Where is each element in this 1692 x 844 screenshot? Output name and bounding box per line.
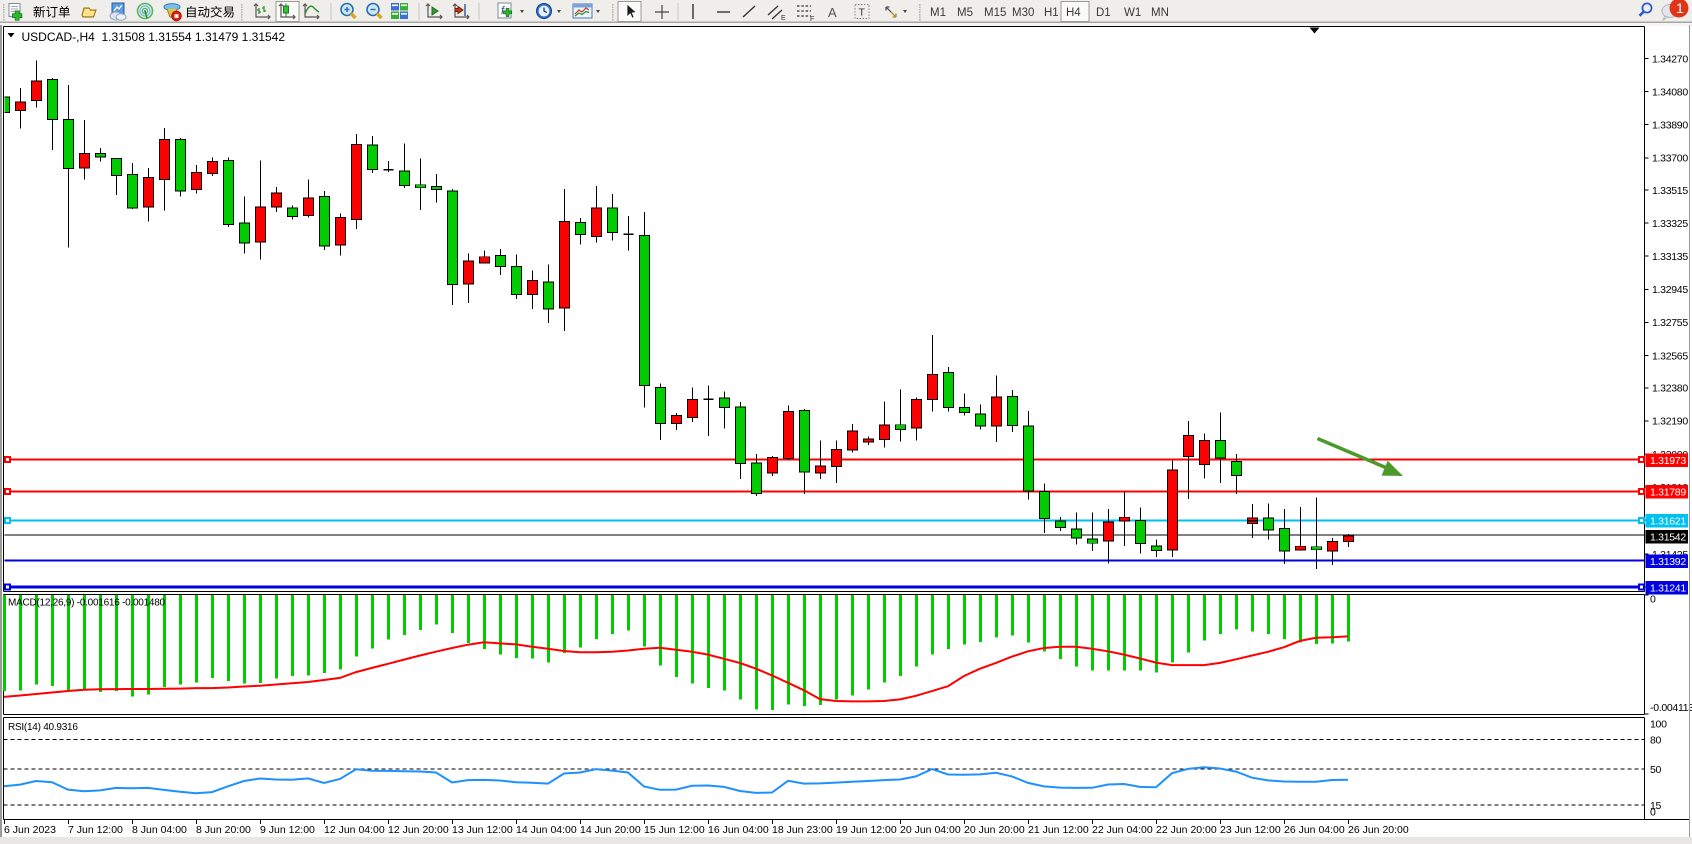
svg-text:26 Jun 20:00: 26 Jun 20:00 <box>1348 824 1409 836</box>
svg-text:18 Jun 23:00: 18 Jun 23:00 <box>772 824 833 836</box>
svg-text:1.33890: 1.33890 <box>1652 120 1688 132</box>
svg-text:D1: D1 <box>1096 7 1111 19</box>
svg-text:H4: H4 <box>1066 7 1081 19</box>
svg-text:15 Jun 12:00: 15 Jun 12:00 <box>644 824 705 836</box>
svg-text:M15: M15 <box>984 7 1006 19</box>
svg-text:1.31392: 1.31392 <box>1650 556 1686 568</box>
svg-text:13 Jun 12:00: 13 Jun 12:00 <box>452 824 513 836</box>
svg-text:1.32565: 1.32565 <box>1652 350 1688 362</box>
svg-text:7 Jun 12:00: 7 Jun 12:00 <box>68 824 123 836</box>
svg-text:1.34270: 1.34270 <box>1652 53 1688 65</box>
svg-text:12 Jun 04:00: 12 Jun 04:00 <box>324 824 385 836</box>
svg-text:1.32755: 1.32755 <box>1652 317 1688 329</box>
svg-text:16 Jun 04:00: 16 Jun 04:00 <box>708 824 769 836</box>
svg-text:80: 80 <box>1650 734 1662 746</box>
svg-text:W1: W1 <box>1124 7 1141 19</box>
svg-text:21 Jun 12:00: 21 Jun 12:00 <box>1028 824 1089 836</box>
svg-text:USDCAD-,H4 1.31508 1.31554 1.: USDCAD-,H4 1.31508 1.31554 1.31479 1.315… <box>22 30 286 44</box>
svg-text:0: 0 <box>1650 594 1656 606</box>
svg-text:H1: H1 <box>1044 7 1059 19</box>
svg-text:1.33135: 1.33135 <box>1652 251 1688 263</box>
svg-text:22 Jun 20:00: 22 Jun 20:00 <box>1156 824 1217 836</box>
svg-text:1.31621: 1.31621 <box>1650 516 1686 528</box>
svg-text:1.32190: 1.32190 <box>1652 416 1688 428</box>
svg-text:20 Jun 04:00: 20 Jun 04:00 <box>900 824 961 836</box>
svg-text:1.31542: 1.31542 <box>1650 532 1686 544</box>
svg-text:100: 100 <box>1650 718 1667 730</box>
svg-text:M1: M1 <box>930 7 946 19</box>
svg-text:19 Jun 12:00: 19 Jun 12:00 <box>836 824 897 836</box>
svg-text:1.34080: 1.34080 <box>1652 86 1688 98</box>
svg-text:8 Jun 04:00: 8 Jun 04:00 <box>132 824 187 836</box>
svg-text:22 Jun 04:00: 22 Jun 04:00 <box>1092 824 1153 836</box>
svg-text:26 Jun 04:00: 26 Jun 04:00 <box>1284 824 1345 836</box>
svg-text:14 Jun 04:00: 14 Jun 04:00 <box>516 824 577 836</box>
svg-text:1.32945: 1.32945 <box>1652 284 1688 296</box>
svg-text:MN: MN <box>1151 7 1169 19</box>
svg-text:MACD(12,26,9) -0.001616 -0.001: MACD(12,26,9) -0.001616 -0.001480 <box>8 598 166 609</box>
svg-text:f: f <box>501 5 505 17</box>
svg-text:M30: M30 <box>1012 7 1034 19</box>
svg-text:T: T <box>859 7 866 19</box>
svg-text:E: E <box>781 15 786 22</box>
svg-text:1.33700: 1.33700 <box>1652 153 1688 165</box>
svg-text:M5: M5 <box>957 7 973 19</box>
svg-text:9 Jun 12:00: 9 Jun 12:00 <box>260 824 315 836</box>
svg-text:8 Jun 20:00: 8 Jun 20:00 <box>196 824 251 836</box>
svg-text:1: 1 <box>1676 0 1684 16</box>
svg-text:50: 50 <box>1650 764 1662 776</box>
svg-text:15: 15 <box>1650 800 1662 812</box>
svg-text:1.33325: 1.33325 <box>1652 218 1688 230</box>
svg-text:1.31973: 1.31973 <box>1650 455 1686 467</box>
svg-text:1.31241: 1.31241 <box>1650 583 1686 595</box>
svg-text:1.31789: 1.31789 <box>1650 487 1686 499</box>
svg-text:0: 0 <box>1650 806 1656 818</box>
svg-text:20 Jun 20:00: 20 Jun 20:00 <box>964 824 1025 836</box>
svg-text:12 Jun 20:00: 12 Jun 20:00 <box>388 824 449 836</box>
svg-text:14 Jun 20:00: 14 Jun 20:00 <box>580 824 641 836</box>
svg-text:1.32380: 1.32380 <box>1652 383 1688 395</box>
svg-text:23 Jun 12:00: 23 Jun 12:00 <box>1220 824 1281 836</box>
svg-text:F: F <box>810 16 814 23</box>
svg-text:1.33515: 1.33515 <box>1652 185 1688 197</box>
svg-text:6 Jun 2023: 6 Jun 2023 <box>4 824 56 836</box>
svg-text:A: A <box>828 5 837 20</box>
svg-text:-0.004113: -0.004113 <box>1650 702 1692 714</box>
svg-text:RSI(14) 40.9316: RSI(14) 40.9316 <box>8 722 78 733</box>
